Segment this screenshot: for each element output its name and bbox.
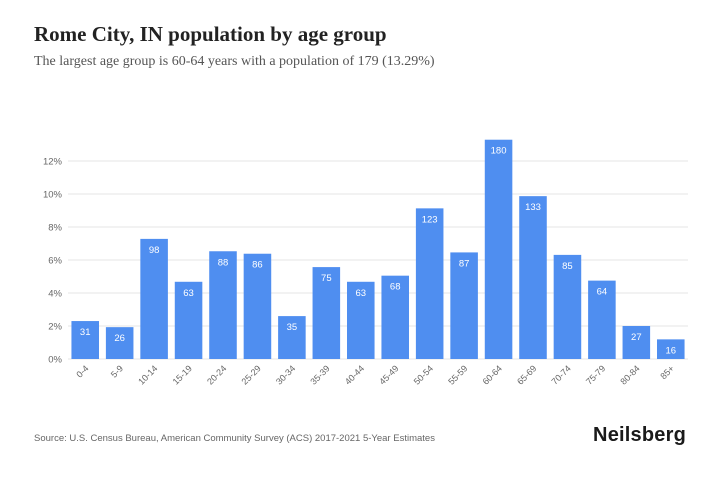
x-tick-label: 5-9	[109, 363, 125, 379]
bar-40-44	[347, 281, 375, 359]
source-note: Source: U.S. Census Bureau, American Com…	[34, 433, 435, 444]
bar-10-14	[140, 238, 168, 359]
x-tick-label: 85+	[658, 363, 676, 381]
y-tick-label: 0%	[48, 355, 62, 366]
x-tick-label: 15-19	[171, 363, 194, 386]
chart-title: Rome City, IN population by age group	[34, 22, 387, 46]
bar-80-84	[622, 326, 651, 359]
bar-55-59	[450, 252, 478, 359]
x-tick-label: 70-74	[550, 363, 573, 386]
x-tick-label: 60-64	[481, 363, 504, 386]
x-tick-label: 20-24	[205, 363, 228, 386]
bar-value-label: 180	[491, 146, 507, 157]
x-tick-label: 50-54	[412, 363, 435, 386]
bar-labels: 31 26 98 63 88 86 35 75 63 68 123 87 180 133 85 64 27 16	[80, 146, 676, 357]
x-axis-ticks: 0-4 5-9 10-14 15-19 20-24 25-29 30-34 35-39 40-4…	[74, 363, 676, 386]
y-tick-label: 6%	[48, 256, 62, 267]
bar-value-label: 27	[631, 332, 642, 343]
bar-value-label: 98	[149, 245, 160, 256]
x-tick-label: 80-84	[618, 363, 641, 386]
bar-45-49	[381, 275, 409, 359]
y-axis-ticks: 0% 2% 4% 6% 8% 10% 12%	[43, 157, 63, 366]
x-tick-label: 40-44	[343, 363, 366, 386]
x-tick-label: 75-79	[584, 363, 607, 386]
bar-value-label: 31	[80, 327, 91, 338]
bars	[71, 139, 685, 359]
bar-15-19	[174, 281, 203, 359]
bar-value-label: 88	[218, 257, 229, 268]
x-tick-label: 10-14	[136, 363, 159, 386]
bar-70-74	[553, 254, 582, 359]
gridlines	[68, 160, 688, 360]
bar-value-label: 63	[183, 288, 194, 299]
bar-value-label: 26	[114, 333, 125, 344]
y-tick-label: 10%	[43, 190, 63, 201]
bar-value-label: 133	[525, 202, 541, 213]
bar-5-9	[105, 327, 134, 359]
bar-value-label: 68	[390, 282, 401, 293]
brand-logo: Neilsberg	[593, 424, 686, 446]
chart-subtitle: The largest age group is 60-64 years wit…	[34, 54, 435, 69]
bar-value-label: 75	[321, 273, 332, 284]
x-tick-label: 30-34	[274, 363, 297, 386]
bar-value-label: 16	[665, 345, 676, 356]
x-tick-label: 25-29	[240, 363, 263, 386]
bar-85+	[657, 339, 685, 359]
y-tick-label: 8%	[48, 223, 62, 234]
bar-20-24	[209, 251, 237, 359]
x-tick-label: 65-69	[515, 363, 538, 386]
bar-75-79	[588, 280, 616, 359]
bar-65-69	[519, 196, 547, 359]
bar-value-label: 85	[562, 261, 573, 272]
bar-60-64	[484, 139, 513, 359]
x-tick-label: 55-59	[446, 363, 469, 386]
bar-value-label: 35	[287, 322, 298, 333]
bar-25-29	[243, 253, 272, 359]
y-tick-label: 4%	[48, 289, 62, 300]
y-tick-label: 2%	[48, 322, 62, 333]
x-tick-label: 35-39	[308, 363, 331, 386]
bar-0-4	[71, 321, 99, 359]
bar-value-label: 123	[422, 214, 438, 225]
bar-50-54	[415, 208, 444, 359]
bar-35-39	[312, 267, 341, 359]
bar-value-label: 87	[459, 258, 470, 269]
bar-value-label: 63	[355, 288, 366, 299]
bar-value-label: 64	[597, 287, 608, 298]
bar-30-34	[278, 316, 306, 359]
bar-value-label: 86	[252, 260, 263, 271]
x-tick-label: 45-49	[377, 363, 400, 386]
y-tick-label: 12%	[43, 157, 63, 168]
x-tick-label: 0-4	[74, 363, 90, 379]
